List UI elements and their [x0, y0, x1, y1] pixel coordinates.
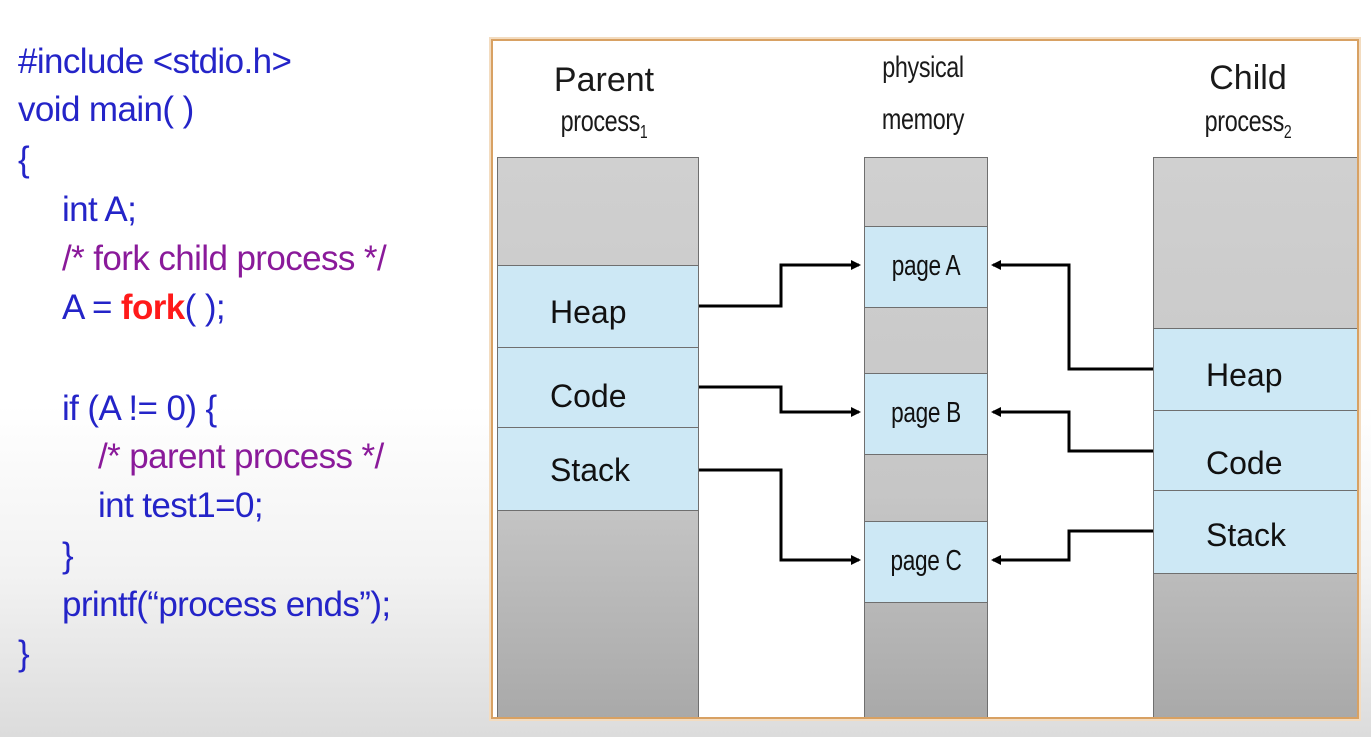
page-b-frame: page B: [865, 373, 987, 455]
code-line-fork-call: A = fork( );: [62, 288, 226, 328]
parent-address-space: Heap Code Stack: [497, 157, 699, 717]
page-a-label: page A: [891, 250, 961, 282]
fork-parens-text: ( );: [184, 288, 226, 327]
mapping-arrows: [699, 260, 1153, 565]
parent-code-segment: Code: [498, 347, 698, 429]
code-listing: #include <stdio.h> void main( ) { int A;…: [0, 0, 480, 737]
parent-title: Parent: [553, 61, 655, 99]
child-stack-segment: Stack: [1154, 490, 1357, 574]
arrow-parent-heap-to-page-a: [699, 260, 861, 308]
parent-code-label: Code: [550, 378, 627, 414]
child-code-label: Code: [1206, 445, 1283, 481]
physical-title: physical: [882, 51, 964, 84]
code-line-close-brace: }: [18, 634, 30, 673]
parent-stack-segment: Stack: [498, 427, 698, 511]
parent-subtitle-text: process: [560, 105, 641, 138]
arrow-parent-code-to-page-b: [699, 385, 861, 417]
code-line-if: if (A != 0) {: [62, 389, 217, 428]
child-subtitle-index: 2: [1283, 122, 1292, 142]
code-line-main: void main( ): [18, 90, 194, 129]
child-subtitle-text: process: [1204, 105, 1285, 138]
child-code-segment: Code: [1154, 410, 1357, 492]
code-line-declare: int A;: [62, 190, 137, 229]
child-heap-segment: Heap: [1154, 328, 1357, 412]
child-title: Child: [1209, 59, 1287, 97]
child-address-space: Heap Code Stack: [1153, 157, 1357, 717]
page-b-label: page B: [891, 397, 961, 429]
arrow-parent-stack-to-page-c: [699, 468, 861, 565]
parent-heap-label: Heap: [550, 294, 627, 330]
child-subtitle: process2: [1158, 105, 1337, 149]
code-line-printf: printf(“process ends”);: [62, 585, 391, 624]
code-line-parent-comment: /* parent process */: [98, 437, 384, 476]
parent-stack-label: Stack: [550, 452, 631, 488]
page-c-frame: page C: [865, 521, 987, 603]
physical-memory-column: page A page B page C: [864, 157, 988, 717]
fork-memory-diagram: Parent process1 physical memory Child pr…: [491, 39, 1359, 719]
memory-title: memory: [881, 103, 965, 136]
child-stack-label: Stack: [1206, 517, 1287, 553]
child-heap-label: Heap: [1206, 357, 1283, 393]
code-line-open-brace: {: [18, 140, 30, 179]
code-line-if-close: }: [62, 536, 74, 575]
parent-subtitle: process1: [522, 105, 686, 149]
arrow-child-heap-to-page-a: [991, 260, 1153, 371]
arrow-child-code-to-page-b: [991, 407, 1153, 453]
parent-subtitle-index: 1: [639, 122, 648, 142]
page-a-frame: page A: [865, 226, 987, 308]
code-line-include: #include <stdio.h>: [18, 42, 292, 81]
fork-assign-text: A =: [62, 288, 121, 327]
code-line-fork-comment: /* fork child process */: [62, 239, 387, 278]
arrow-child-stack-to-page-c: [991, 529, 1153, 565]
parent-heap-segment: Heap: [498, 265, 698, 349]
page-c-label: page C: [890, 545, 962, 577]
fork-keyword: fork: [120, 288, 185, 327]
code-line-test1: int test1=0;: [98, 486, 264, 525]
